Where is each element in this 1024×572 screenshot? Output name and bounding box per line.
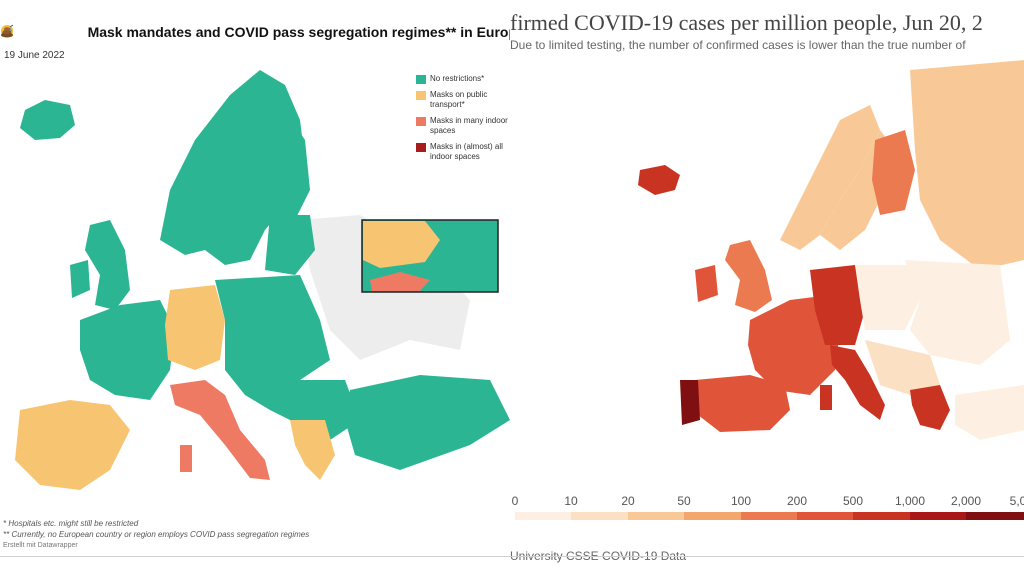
scale-segment bbox=[966, 512, 1024, 520]
map-legend: No restrictions* Masks on public transpo… bbox=[416, 74, 510, 168]
scale-tick-label: 5,0 bbox=[1009, 494, 1024, 508]
legend-label: Masks in many indoor spaces bbox=[430, 116, 508, 135]
region-iceland bbox=[20, 100, 75, 140]
region-germany bbox=[165, 285, 225, 370]
region-turkey bbox=[955, 385, 1024, 440]
footnote-1: * Hospitals etc. might still be restrict… bbox=[3, 519, 139, 528]
region-central-europe bbox=[215, 275, 330, 390]
region-ireland bbox=[695, 265, 718, 302]
region-poland bbox=[855, 265, 920, 330]
region-greece bbox=[290, 420, 335, 480]
region-iceland bbox=[638, 165, 680, 195]
legend-swatch bbox=[416, 75, 426, 84]
scale-tick-label: 100 bbox=[730, 494, 752, 508]
credit-text: Erstellt mit Datawrapper bbox=[3, 542, 78, 549]
region-ireland bbox=[70, 260, 90, 298]
region-germany bbox=[810, 265, 865, 345]
scale-tick-label: 1,000 bbox=[894, 494, 926, 508]
poop-icon bbox=[1, 25, 82, 39]
scale-segment bbox=[797, 512, 854, 520]
scale-segment bbox=[741, 512, 798, 520]
region-france bbox=[748, 295, 840, 395]
legend-label: No restrictions* bbox=[430, 74, 485, 83]
region-eastern-europe bbox=[905, 260, 1010, 365]
region-sardinia bbox=[180, 445, 192, 472]
scale-tick-label: 50 bbox=[677, 494, 691, 508]
region-uk bbox=[85, 220, 130, 310]
mask-face-icon bbox=[1, 25, 38, 39]
region-sardinia bbox=[820, 385, 832, 410]
left-title-text: Mask mandates and COVID pass segregation… bbox=[87, 24, 510, 40]
region-baltics bbox=[265, 215, 315, 275]
bottom-border bbox=[0, 556, 1024, 557]
footnote-2: ** Currently, no European country or reg… bbox=[3, 530, 310, 539]
region-balkans bbox=[225, 370, 360, 440]
region-russia-north bbox=[910, 60, 1024, 270]
region-france bbox=[80, 300, 175, 400]
scale-tick-label: 10 bbox=[564, 494, 578, 508]
map-date: 19 June 2022 bbox=[4, 50, 65, 61]
scale-segment bbox=[910, 512, 967, 520]
region-turkey bbox=[345, 375, 510, 470]
scale-segment bbox=[628, 512, 685, 520]
region-italy bbox=[170, 380, 270, 480]
scale-tick-label: 20 bbox=[621, 494, 635, 508]
left-chart-title: Mask mandates and COVID pass segregation… bbox=[0, 24, 510, 46]
scale-tick-label: 200 bbox=[786, 494, 808, 508]
inset-region-yellow bbox=[363, 221, 440, 268]
legend-swatch bbox=[416, 91, 426, 100]
legend-item: Masks on public transport* bbox=[416, 90, 510, 110]
scale-tick-label: 2,000 bbox=[950, 494, 982, 508]
legend-swatch bbox=[416, 143, 426, 152]
legend-swatch bbox=[416, 117, 426, 126]
region-spain bbox=[695, 375, 790, 432]
scale-segment bbox=[853, 512, 911, 520]
right-chart-title: firmed COVID-19 cases per million people… bbox=[510, 10, 983, 35]
inset-region-red bbox=[370, 272, 430, 291]
right-chart-subtitle: Due to limited testing, the number of co… bbox=[510, 38, 966, 52]
region-balkans bbox=[865, 340, 940, 395]
region-iberia bbox=[15, 400, 130, 490]
scale-segment bbox=[515, 512, 572, 520]
mask-mandates-map bbox=[15, 70, 510, 490]
scale-tick-label: 0 bbox=[511, 494, 519, 508]
legend-item: Masks in many indoor spaces bbox=[416, 116, 510, 136]
scale-tick-label: 500 bbox=[842, 494, 864, 508]
covid-cases-map-panel: firmed COVID-19 cases per million people… bbox=[510, 0, 1024, 572]
scale-segment bbox=[684, 512, 742, 520]
mask-mandates-map-panel: Mask mandates and COVID pass segregation… bbox=[0, 0, 510, 572]
legend-item: Masks in (almost) all indoor spaces bbox=[416, 142, 510, 162]
region-finland bbox=[872, 130, 915, 215]
region-finland bbox=[260, 110, 310, 220]
region-norway bbox=[780, 105, 880, 250]
covid-cases-map bbox=[638, 60, 1024, 440]
color-scale: 0 10 20 50 100 200 500 1,000 2,000 5,0 bbox=[510, 494, 1024, 524]
region-portugal bbox=[680, 380, 700, 425]
legend-item: No restrictions* bbox=[416, 74, 510, 84]
scale-segment bbox=[571, 512, 629, 520]
legend-label: Masks in (almost) all indoor spaces bbox=[430, 142, 503, 161]
region-uk bbox=[725, 240, 772, 312]
region-italy bbox=[830, 345, 885, 420]
region-scandinavia bbox=[160, 70, 305, 265]
legend-label: Masks on public transport* bbox=[430, 90, 488, 109]
syringe-icon bbox=[1, 24, 60, 39]
region-greece bbox=[910, 385, 950, 430]
